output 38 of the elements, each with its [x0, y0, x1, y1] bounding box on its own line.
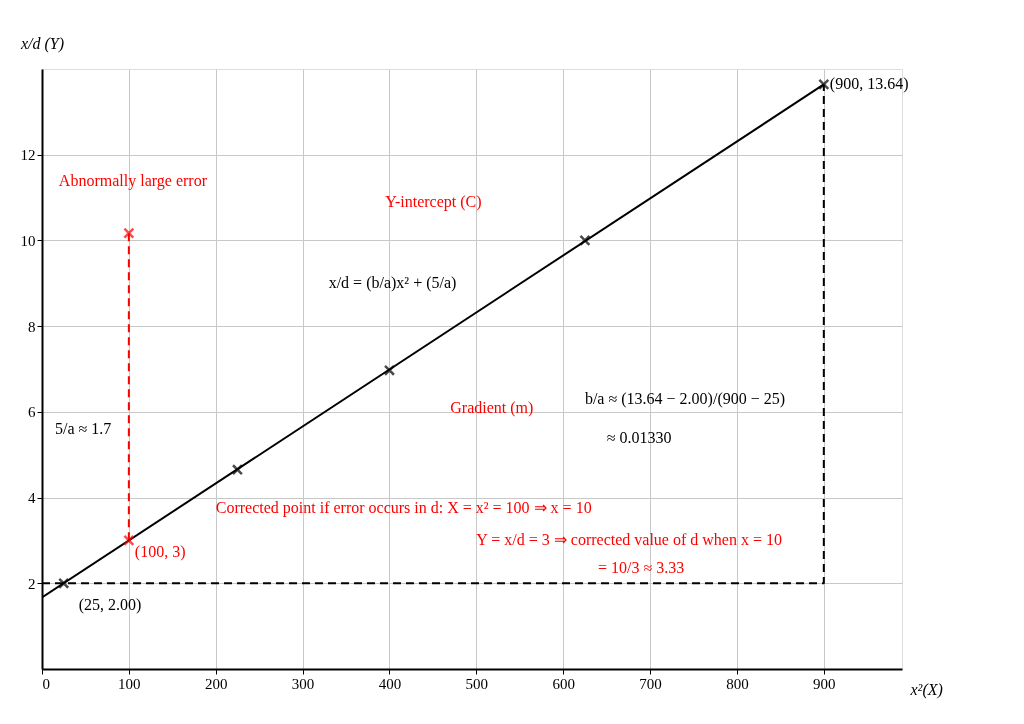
annotation: = 10/3 ≈ 3.33: [597, 559, 685, 577]
annotation: (100, 3): [134, 543, 186, 562]
point: [818, 78, 830, 91]
y-axis-title: x/d (Y): [19, 34, 65, 53]
annotation: Gradient (m): [450, 398, 534, 417]
x-tick-label: 500: [465, 675, 489, 692]
x-tick-label: 100: [118, 675, 141, 692]
annotation: Y = x/d = 3 ⇒ corrected value of d when x = 10: [476, 531, 782, 549]
annotation: (900, 13.64): [829, 75, 909, 94]
annotation: Abnormally large error: [58, 172, 208, 191]
y-tick-label: 8: [28, 318, 36, 335]
point: [123, 227, 135, 239]
annotation: x/d = (b/a)x² + (5/a): [328, 274, 457, 293]
annotation: b/a ≈ (13.64 − 2.00)/(900 − 25): [584, 390, 786, 408]
x-tick-label: 200: [204, 675, 228, 692]
x-axis-title: x²(X): [909, 680, 943, 699]
y-tick-label: 6: [28, 404, 36, 421]
y-tick-label: 2: [28, 575, 36, 592]
x-tick-label: 300: [291, 675, 315, 692]
annotation: 5/a ≈ 1.7: [55, 420, 112, 437]
x-tick-label: 600: [552, 675, 575, 692]
x-tick-label: 700: [639, 675, 662, 692]
annotation: ≈ 0.01330: [606, 428, 672, 446]
point: [123, 534, 135, 547]
x-tick-label: 0: [42, 675, 50, 692]
y-tick-label: 10: [20, 232, 36, 249]
y-tick-label: 12: [20, 147, 36, 164]
point: [58, 577, 70, 590]
point: [383, 364, 396, 377]
point: [579, 234, 591, 247]
annotation: Corrected point if error occurs in d: X = x² = 100 ⇒ x = 10: [215, 499, 592, 518]
annotation: (25, 2.00): [78, 596, 142, 615]
point: [231, 463, 244, 476]
annotation: Y-intercept (C): [385, 192, 482, 211]
y-tick-label: 4: [28, 490, 36, 507]
x-tick-label: 800: [726, 675, 749, 692]
x-tick-label: 900: [813, 675, 836, 692]
x-tick-label: 400: [378, 675, 402, 692]
